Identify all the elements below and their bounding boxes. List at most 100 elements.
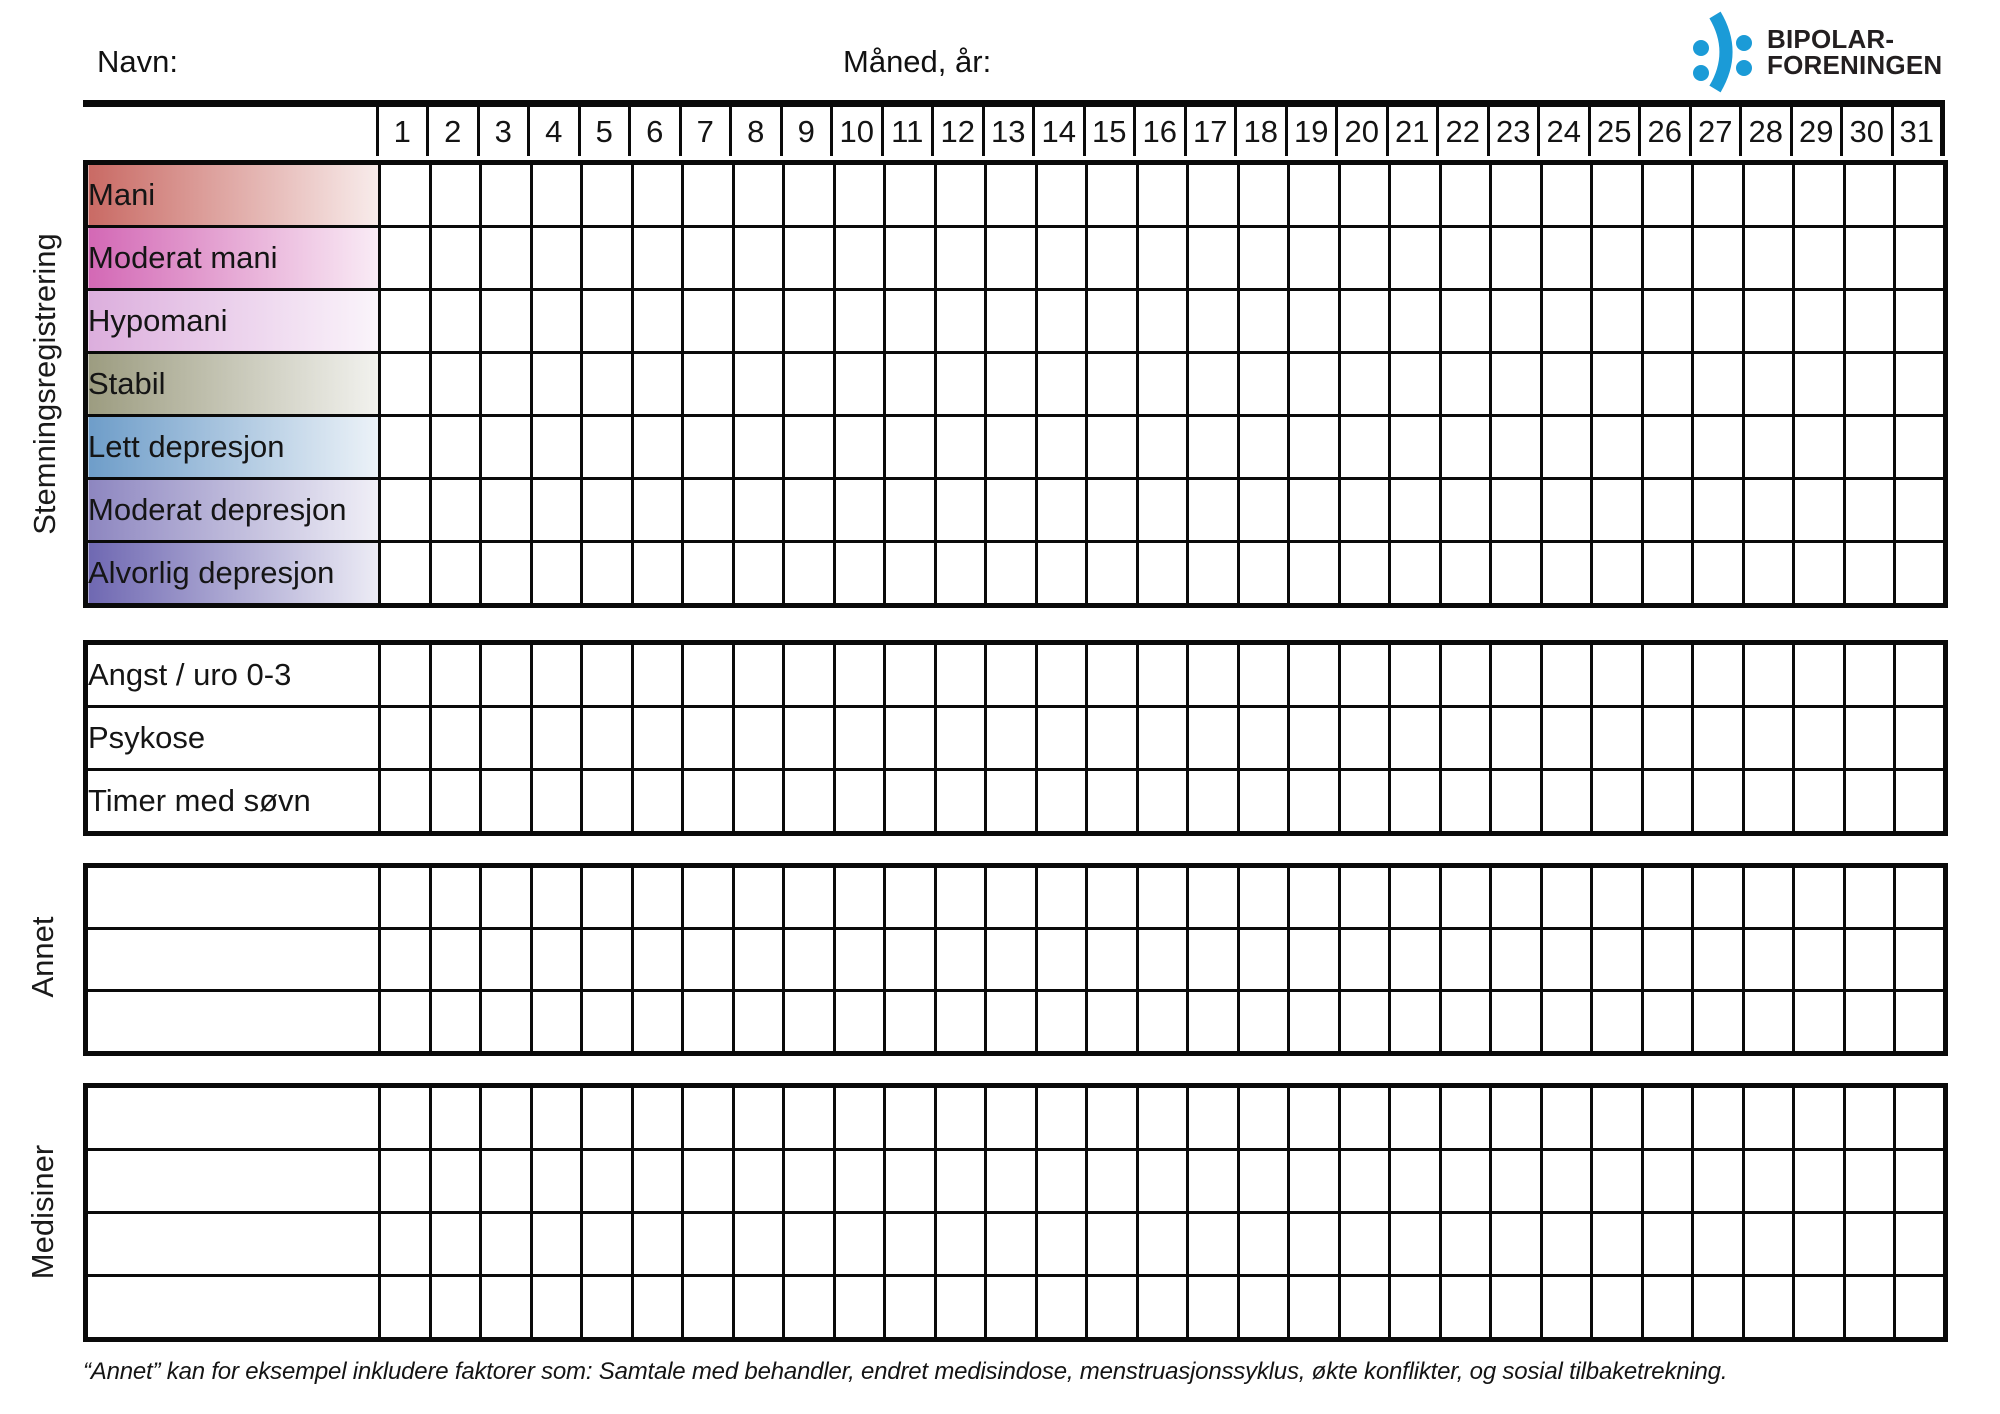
grid-cell[interactable] xyxy=(1741,540,1795,607)
grid-cell[interactable] xyxy=(984,989,1038,1055)
grid-cell[interactable] xyxy=(1085,288,1139,354)
grid-cell[interactable] xyxy=(428,477,482,543)
grid-cell[interactable] xyxy=(428,641,482,708)
grid-cell[interactable] xyxy=(1085,225,1139,291)
grid-cell[interactable] xyxy=(1236,705,1290,771)
grid-cell[interactable] xyxy=(630,351,684,417)
grid-cell[interactable] xyxy=(1893,864,1947,930)
grid-cell[interactable] xyxy=(1792,927,1846,992)
grid-cell[interactable] xyxy=(1287,351,1341,417)
grid-cell[interactable] xyxy=(1388,351,1442,417)
grid-cell[interactable] xyxy=(1287,768,1341,835)
grid-cell[interactable] xyxy=(883,989,937,1055)
grid-cell[interactable] xyxy=(580,161,634,228)
grid-cell[interactable] xyxy=(1741,161,1795,228)
grid-cell[interactable] xyxy=(378,1274,432,1341)
grid-cell[interactable] xyxy=(1186,414,1240,480)
grid-cell[interactable] xyxy=(832,864,886,930)
grid-cell[interactable] xyxy=(883,1084,937,1151)
grid-cell[interactable] xyxy=(1287,288,1341,354)
grid-cell[interactable] xyxy=(832,225,886,291)
grid-cell[interactable] xyxy=(1085,989,1139,1055)
grid-cell[interactable] xyxy=(1590,477,1644,543)
grid-cell[interactable] xyxy=(1085,540,1139,607)
grid-cell[interactable] xyxy=(984,705,1038,771)
grid-cell[interactable] xyxy=(529,927,583,992)
grid-cell[interactable] xyxy=(1337,641,1391,708)
grid-cell[interactable] xyxy=(782,1084,836,1151)
grid-cell[interactable] xyxy=(1640,927,1694,992)
grid-cell[interactable] xyxy=(984,1274,1038,1341)
medisiner-writein-cell[interactable] xyxy=(84,1211,381,1277)
grid-cell[interactable] xyxy=(883,1148,937,1214)
grid-cell[interactable] xyxy=(428,161,482,228)
medisiner-writein-cell[interactable] xyxy=(84,1274,381,1341)
grid-cell[interactable] xyxy=(1893,641,1947,708)
grid-cell[interactable] xyxy=(1691,641,1745,708)
grid-cell[interactable] xyxy=(1792,351,1846,417)
grid-cell[interactable] xyxy=(1236,1274,1290,1341)
grid-cell[interactable] xyxy=(1438,1084,1492,1151)
grid-cell[interactable] xyxy=(681,641,735,708)
grid-cell[interactable] xyxy=(1842,864,1896,930)
grid-cell[interactable] xyxy=(1186,1274,1240,1341)
grid-cell[interactable] xyxy=(1186,1211,1240,1277)
grid-cell[interactable] xyxy=(1539,351,1593,417)
grid-cell[interactable] xyxy=(731,768,785,835)
annet-writein-cell[interactable] xyxy=(84,927,381,992)
grid-cell[interactable] xyxy=(529,161,583,228)
grid-cell[interactable] xyxy=(1640,768,1694,835)
grid-cell[interactable] xyxy=(1792,1148,1846,1214)
grid-cell[interactable] xyxy=(1590,1084,1644,1151)
grid-cell[interactable] xyxy=(1489,1148,1543,1214)
grid-cell[interactable] xyxy=(1741,288,1795,354)
grid-cell[interactable] xyxy=(529,641,583,708)
grid-cell[interactable] xyxy=(1388,641,1442,708)
grid-cell[interactable] xyxy=(1842,1211,1896,1277)
grid-cell[interactable] xyxy=(1085,1148,1139,1214)
grid-cell[interactable] xyxy=(378,1084,432,1151)
grid-cell[interactable] xyxy=(1640,414,1694,480)
grid-cell[interactable] xyxy=(1034,1211,1088,1277)
grid-cell[interactable] xyxy=(1135,768,1189,835)
grid-cell[interactable] xyxy=(883,225,937,291)
grid-cell[interactable] xyxy=(1741,225,1795,291)
grid-cell[interactable] xyxy=(1186,225,1240,291)
grid-cell[interactable] xyxy=(832,477,886,543)
grid-cell[interactable] xyxy=(1539,768,1593,835)
grid-cell[interactable] xyxy=(1842,1274,1896,1341)
grid-cell[interactable] xyxy=(782,414,836,480)
grid-cell[interactable] xyxy=(984,1211,1038,1277)
grid-cell[interactable] xyxy=(1489,927,1543,992)
grid-cell[interactable] xyxy=(883,414,937,480)
grid-cell[interactable] xyxy=(529,989,583,1055)
grid-cell[interactable] xyxy=(681,864,735,930)
grid-cell[interactable] xyxy=(428,540,482,607)
grid-cell[interactable] xyxy=(1792,864,1846,930)
grid-cell[interactable] xyxy=(1438,351,1492,417)
grid-cell[interactable] xyxy=(1388,1084,1442,1151)
grid-cell[interactable] xyxy=(984,161,1038,228)
grid-cell[interactable] xyxy=(984,641,1038,708)
grid-cell[interactable] xyxy=(1842,1084,1896,1151)
grid-cell[interactable] xyxy=(580,864,634,930)
grid-cell[interactable] xyxy=(1741,1084,1795,1151)
grid-cell[interactable] xyxy=(1691,927,1745,992)
grid-cell[interactable] xyxy=(428,288,482,354)
grid-cell[interactable] xyxy=(1438,540,1492,607)
grid-cell[interactable] xyxy=(1438,927,1492,992)
grid-cell[interactable] xyxy=(1691,1084,1745,1151)
grid-cell[interactable] xyxy=(1135,1084,1189,1151)
grid-cell[interactable] xyxy=(782,705,836,771)
grid-cell[interactable] xyxy=(933,477,987,543)
grid-cell[interactable] xyxy=(1539,161,1593,228)
grid-cell[interactable] xyxy=(580,288,634,354)
grid-cell[interactable] xyxy=(1741,1274,1795,1341)
grid-cell[interactable] xyxy=(1640,1148,1694,1214)
grid-cell[interactable] xyxy=(1590,927,1644,992)
medisiner-writein-cell[interactable] xyxy=(84,1148,381,1214)
grid-cell[interactable] xyxy=(1893,1274,1947,1341)
grid-cell[interactable] xyxy=(1135,641,1189,708)
grid-cell[interactable] xyxy=(1236,351,1290,417)
grid-cell[interactable] xyxy=(1640,161,1694,228)
